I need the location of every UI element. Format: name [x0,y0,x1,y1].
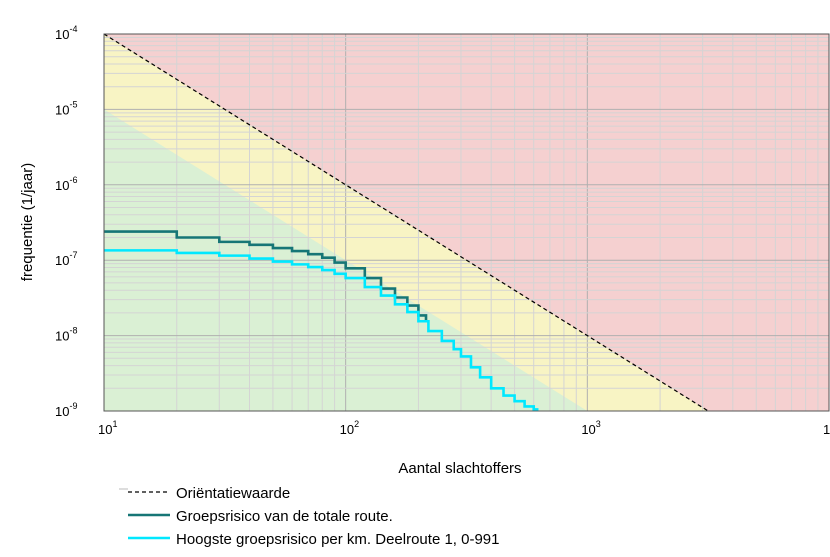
tick-base: 10 [823,422,830,437]
y-tick-label: 10-5 [55,99,77,117]
tick-exponent: 1 [112,419,117,429]
tick-base: 10 [581,422,595,437]
grid-lines [104,34,829,411]
tick-base: 10 [55,178,69,193]
tick-exponent: -8 [69,326,77,336]
tick-exponent: -6 [69,175,77,185]
legend-label: Oriëntatiewaarde [176,485,290,502]
x-axis-label: Aantal slachtoffers [398,460,521,477]
x-tick-label: 104 [823,419,830,437]
tick-exponent: 2 [354,419,359,429]
series-clip-group [104,34,709,411]
y-tick-label: 10-7 [55,250,77,268]
legend-label: Hoogste groepsrisico per km. Deelroute 1… [176,531,500,548]
series-layer [104,34,709,411]
x-tick-label: 101 [98,419,117,437]
tick-exponent: -9 [69,401,77,411]
tick-exponent: -4 [69,24,77,34]
zones [104,34,829,411]
tick-base: 10 [55,102,69,117]
highest-per-km-line [104,249,539,411]
tick-base: 10 [55,253,69,268]
tick-labels: 10110210310410-410-510-610-710-810-9 [55,24,830,437]
y-tick-label: 10-4 [55,24,77,42]
legend: Oriëntatiewaarde Groepsrisico van de tota… [119,485,500,548]
tick-exponent: 3 [596,419,601,429]
y-tick-label: 10-9 [55,401,77,419]
tick-exponent: -7 [69,250,77,260]
y-tick-label: 10-8 [55,326,77,344]
tick-base: 10 [340,422,354,437]
y-axis-label: frequentie (1/jaar) [19,163,36,281]
tick-base: 10 [55,404,69,419]
legend-label: Groepsrisico van de totale route. [176,508,393,525]
x-tick-label: 103 [581,419,600,437]
y-tick-label: 10-6 [55,175,77,193]
plot-frame [103,33,830,412]
tick-exponent: -5 [69,99,77,109]
tick-base: 10 [55,27,69,42]
tick-base: 10 [55,329,69,344]
x-tick-label: 102 [340,419,359,437]
tick-base: 10 [98,422,112,437]
plot-background [104,34,829,411]
total-route-line [104,230,428,322]
